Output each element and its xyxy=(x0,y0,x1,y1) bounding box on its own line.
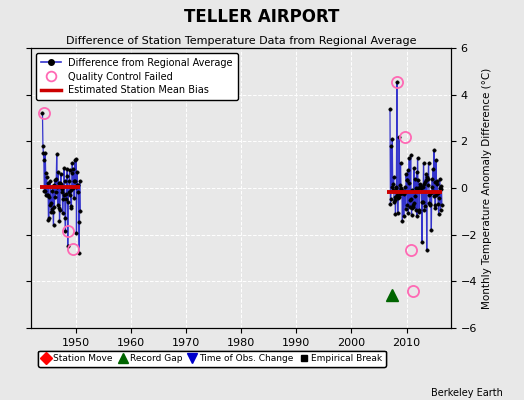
Legend: Station Move, Record Gap, Time of Obs. Change, Empirical Break: Station Move, Record Gap, Time of Obs. C… xyxy=(38,351,386,367)
Text: TELLER AIRPORT: TELLER AIRPORT xyxy=(184,8,340,26)
Title: Difference of Station Temperature Data from Regional Average: Difference of Station Temperature Data f… xyxy=(66,36,416,46)
Text: Berkeley Earth: Berkeley Earth xyxy=(431,388,503,398)
Y-axis label: Monthly Temperature Anomaly Difference (°C): Monthly Temperature Anomaly Difference (… xyxy=(483,67,493,309)
